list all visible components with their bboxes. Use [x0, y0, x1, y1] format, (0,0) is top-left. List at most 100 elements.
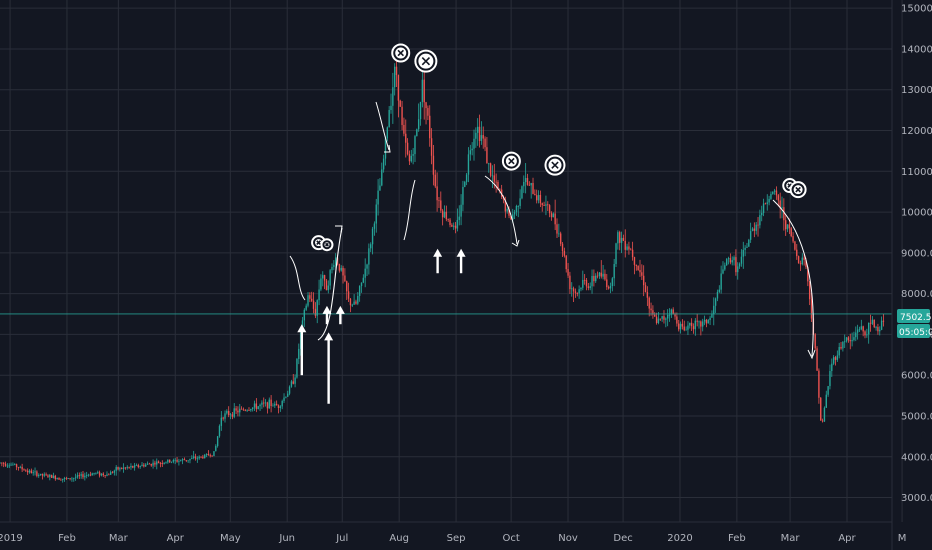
close-icon-stroke: [325, 242, 329, 247]
time-axis[interactable]: 2019 Feb Mar Apr May Jun Jul Aug Sep Oct Nov Dec 202…: [0, 521, 906, 544]
annotation-curve: [484, 175, 518, 245]
candle-body: [471, 148, 473, 151]
candle-body: [115, 467, 117, 471]
candle-body: [853, 337, 855, 341]
candle-body: [80, 474, 82, 476]
candle-body: [163, 462, 165, 464]
candle-body: [226, 410, 228, 414]
candle-body: [292, 381, 294, 384]
candle-body: [244, 410, 246, 411]
candle-body: [417, 119, 420, 130]
countdown-tag-label: 05:05:04: [899, 328, 932, 338]
candle-body: [524, 178, 527, 182]
candle-body: [631, 249, 634, 258]
candle-body: [229, 414, 232, 416]
candle-body: [423, 79, 425, 103]
time-tick-label: Oct: [502, 533, 519, 544]
candle-body: [875, 327, 877, 328]
candle-body: [512, 214, 514, 220]
candle-body: [132, 465, 134, 468]
annotation-curve: [511, 239, 520, 247]
candle-body: [733, 257, 735, 261]
price-axis[interactable]: 15000.0 14000.0 13000.0 12000.0 11000.0 10000…: [891, 0, 932, 550]
candle-body: [56, 477, 58, 480]
arrow-up-head: [456, 248, 466, 257]
candle-body: [709, 317, 711, 321]
candle-body: [34, 471, 36, 473]
candle-body: [441, 210, 444, 218]
candle-body: [650, 308, 652, 311]
candle-body: [320, 278, 322, 290]
close-icon-stroke: [316, 240, 321, 246]
candle-body: [67, 478, 69, 479]
candle-body: [574, 291, 577, 293]
candle-body: [45, 474, 47, 476]
candle-body: [467, 154, 470, 175]
candle-body: [458, 216, 460, 220]
candle-body: [307, 295, 309, 306]
candle-body: [222, 417, 224, 419]
candle-body: [15, 464, 18, 468]
candle-body: [797, 256, 800, 264]
candle-body: [393, 66, 396, 88]
candle-body: [436, 186, 438, 201]
candle-body: [547, 204, 549, 206]
candle-body: [619, 232, 621, 243]
candle-body: [287, 393, 289, 397]
candle-body: [703, 319, 706, 322]
candle-body: [266, 402, 269, 409]
candle-body: [109, 472, 112, 475]
price-tick-label: 15000.0: [901, 4, 932, 15]
candle-body: [591, 275, 593, 287]
candle-body: [344, 275, 346, 282]
candle-body: [28, 470, 31, 473]
candle-body: [674, 314, 676, 317]
annotation-curve: [384, 144, 391, 153]
candle-body: [231, 414, 234, 417]
candle-body: [39, 473, 42, 475]
candle-body: [375, 204, 377, 224]
candle-body: [713, 305, 715, 315]
candle-body: [98, 472, 101, 476]
candle-body: [6, 465, 9, 467]
candle-body: [633, 257, 636, 265]
candle-body: [626, 246, 628, 250]
candle-body: [168, 459, 171, 463]
candle-body: [26, 470, 29, 473]
annotation-curve: [772, 199, 814, 357]
candle-body: [296, 359, 298, 378]
candle-body: [799, 263, 802, 265]
candle-body: [602, 273, 604, 277]
candle-body: [565, 255, 567, 270]
candle-body: [615, 243, 617, 265]
candle-body: [414, 136, 416, 155]
candle-body: [8, 465, 10, 467]
candle-body: [421, 79, 424, 102]
candle-body: [781, 207, 783, 209]
candle-body: [753, 228, 756, 231]
candle-body: [30, 470, 33, 474]
candle-body: [473, 138, 475, 149]
candle-body: [515, 205, 518, 212]
candle-body: [790, 228, 792, 237]
candle-body: [84, 475, 86, 478]
annotation-curve: [335, 225, 343, 234]
candle-body: [700, 321, 702, 327]
candle-body: [408, 154, 411, 162]
candle-body: [38, 474, 40, 477]
candle-body: [762, 203, 765, 213]
candle-body: [567, 269, 569, 276]
candle-body: [71, 478, 73, 480]
candle-body: [119, 468, 121, 470]
candle-body: [216, 436, 219, 447]
candle-body: [820, 397, 822, 421]
candle-body: [755, 224, 757, 231]
candle-body: [76, 475, 79, 478]
candle-body: [803, 257, 805, 260]
candle-body: [251, 407, 254, 409]
candle-body: [342, 267, 344, 276]
price-tick-label: 8000.0: [901, 289, 932, 300]
candle-body: [654, 314, 656, 317]
candle-body: [714, 298, 717, 306]
